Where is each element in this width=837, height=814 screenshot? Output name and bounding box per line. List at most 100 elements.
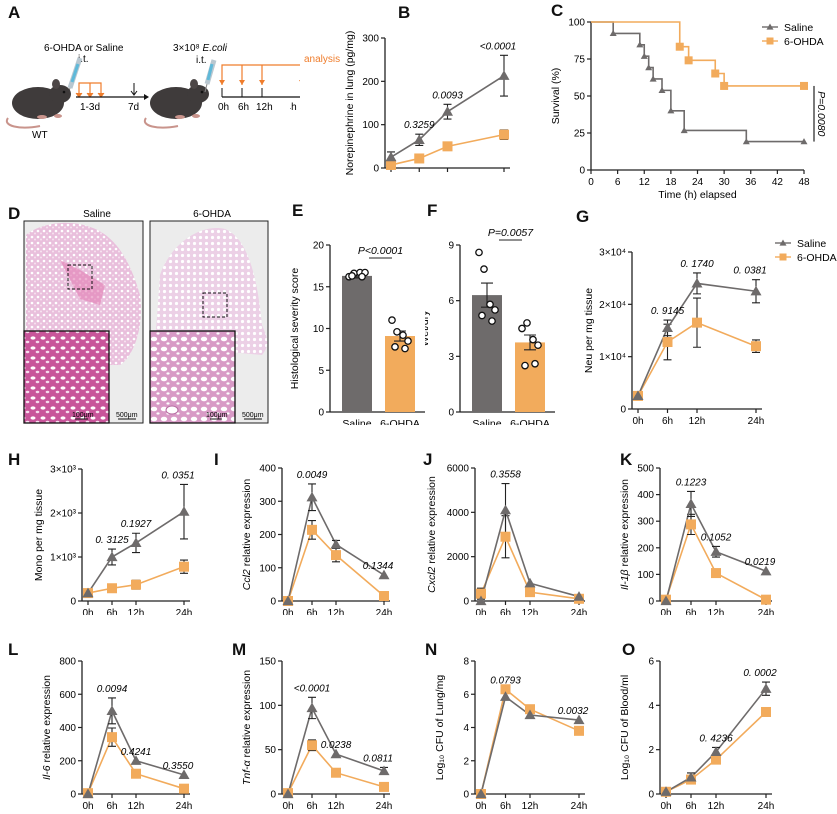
y-tick-label: 100 <box>637 570 654 581</box>
data-point-ohda <box>131 579 141 590</box>
x-tick-label: 6 <box>615 177 621 188</box>
chart-histological-score: E 0 5 10 15 20 Histological severity score Sali… <box>290 201 425 425</box>
panel-d-histology: D Saline 100μm 500μm 6-OHDA 100μm 500μm <box>0 204 290 425</box>
p-value-label: 0. 9145 <box>651 306 685 317</box>
x-tick-label: 24h <box>176 801 193 812</box>
x-tick-label: 6h <box>106 801 117 812</box>
data-point-saline <box>330 538 342 549</box>
data-point-ohda <box>107 732 117 743</box>
y-tick-label: 200 <box>59 756 76 767</box>
y-tick-label: 0 <box>620 405 626 416</box>
x-tick-label: Saline <box>472 418 501 425</box>
data-point-saline <box>178 506 190 516</box>
y-tick-label: 4 <box>463 723 469 734</box>
y-tick-label: 400 <box>637 490 654 501</box>
timepoint-24h: 24h <box>290 102 297 113</box>
timepoint-12h: 12h <box>256 102 273 113</box>
y-tick-label: 400 <box>259 464 276 475</box>
x-tick-label: 6h <box>500 801 511 812</box>
chart-survival: C 0 25 50 75 100 Survival (%) 0 6 12 18 24 30 36 42 48 T… <box>550 1 827 200</box>
y-tick-label: 2×10³ <box>50 509 77 520</box>
y-tick-label: 10 <box>313 324 325 335</box>
y-tick-label: 300 <box>637 517 654 528</box>
data-point-saline <box>750 285 762 296</box>
data-point <box>488 317 496 325</box>
panel-a-timeline-end: 24h analysis <box>290 54 340 113</box>
legend-marker-saline <box>779 239 787 246</box>
data-point <box>491 306 499 314</box>
timepoint-6h: 6h <box>238 102 249 113</box>
route-label-1: i.t. <box>78 54 89 65</box>
series-line-ohda <box>480 534 580 600</box>
censor-mark-saline <box>658 86 666 94</box>
data-point-saline <box>760 565 772 576</box>
y-tick-label: 6 <box>648 657 654 668</box>
data-point-ohda <box>500 531 511 542</box>
infection-timeline <box>219 64 300 98</box>
data-point-ohda <box>442 141 453 152</box>
y-tick-label: 1×10³ <box>50 553 77 564</box>
y-tick-label: 150 <box>259 657 276 668</box>
p-value-label: 0.1344 <box>363 561 394 572</box>
y-tick-label: 200 <box>259 530 276 541</box>
mouse-icon <box>143 79 209 129</box>
x-tick-label: 24h <box>571 801 588 812</box>
data-point-saline <box>475 788 487 799</box>
bar-saline <box>342 275 372 412</box>
day-range-label: 1-3d <box>80 102 100 113</box>
panel-label: B <box>398 3 410 22</box>
data-point-saline <box>282 595 294 606</box>
data-point <box>534 341 542 350</box>
chart-cxcl2: J 0 2000 4000 6000 Cxcl2 relative expression 0… <box>423 450 587 615</box>
y-tick-label: 3×10³ <box>50 465 77 476</box>
panel-label: O <box>622 640 635 659</box>
x-tick-label: 24 <box>692 177 704 188</box>
data-point-ohda <box>307 524 317 535</box>
y-axis-label: Mono per mg tissue <box>33 489 45 581</box>
x-tick-label: 24h <box>376 801 393 812</box>
data-point-saline <box>573 714 585 725</box>
x-tick-label: 6h <box>106 608 117 615</box>
x-tick-label: 6h <box>500 608 511 615</box>
series-line-ohda <box>637 321 757 397</box>
x-tick-label: 12 <box>639 177 651 188</box>
p-value-label: 0. 0002 <box>743 668 777 679</box>
data-point-saline <box>82 587 94 598</box>
data-point-saline <box>632 390 644 401</box>
data-point-ohda <box>761 594 771 605</box>
y-axis-label: Il-1β relative expression <box>620 479 631 590</box>
x-tick-label: 12h <box>128 608 145 615</box>
data-point-ohda <box>476 588 486 599</box>
p-value-label: 0.0793 <box>490 675 521 686</box>
data-point-saline <box>691 277 703 288</box>
scale-bar-large-saline: 500μm <box>116 412 138 419</box>
data-point-saline <box>760 683 772 693</box>
series-line-ohda <box>665 522 767 601</box>
scale-bar-small-ohda: 100μm <box>206 412 228 419</box>
series-line-saline <box>665 501 767 602</box>
scale-bar-small-saline: 100μm <box>72 412 94 419</box>
data-point-saline <box>662 322 673 333</box>
y-tick-label: 0 <box>270 597 276 608</box>
x-axis-label: Time (h) elapsed <box>658 189 737 200</box>
p-value-label: 0.0811 <box>363 753 393 764</box>
panel-label: C <box>551 1 563 20</box>
data-point-ohda <box>761 706 771 717</box>
y-tick-label: 0 <box>648 597 654 608</box>
p-value-label: 0.1052 <box>701 532 732 543</box>
censor-mark-ohda <box>711 69 720 78</box>
data-point-ohda <box>179 783 189 794</box>
y-tick-label: 600 <box>59 690 76 701</box>
x-tick-label: Saline <box>342 418 371 425</box>
x-tick-label: 6h <box>662 416 673 425</box>
data-point-ohda <box>179 561 189 572</box>
histology-title-ohda: 6-OHDA <box>193 209 231 220</box>
y-tick-label: 200 <box>362 77 379 88</box>
x-tick-label: 0h <box>660 608 671 615</box>
data-point-ohda <box>499 129 509 140</box>
bar-saline <box>472 295 502 412</box>
histology-image-saline <box>23 220 144 424</box>
panel-label: F <box>427 201 437 220</box>
y-axis-label: Il-6 relative expression <box>41 675 53 780</box>
panel-a-schematic: A 6-OHDA or Saline i.t. WT 1-3d 7d 3× <box>5 3 300 141</box>
